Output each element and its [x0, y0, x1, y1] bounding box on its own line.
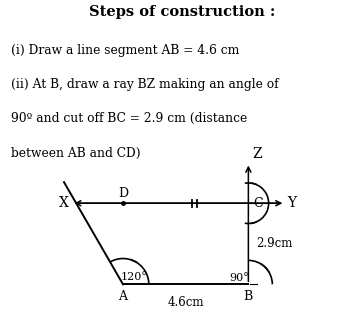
- Text: A: A: [119, 290, 127, 303]
- Text: 120°: 120°: [120, 272, 147, 282]
- Text: (i) Draw a line segment AB = 4.6 cm: (i) Draw a line segment AB = 4.6 cm: [11, 44, 239, 57]
- Text: 4.6cm: 4.6cm: [167, 296, 204, 309]
- Text: Z: Z: [252, 147, 262, 161]
- Text: 90º and cut off BC = 2.9 cm (distance: 90º and cut off BC = 2.9 cm (distance: [11, 112, 247, 125]
- Text: Steps of construction :: Steps of construction :: [89, 5, 275, 19]
- Text: D: D: [118, 187, 128, 200]
- Text: B: B: [244, 290, 253, 303]
- Text: (ii) At B, draw a ray BZ making an angle of: (ii) At B, draw a ray BZ making an angle…: [11, 78, 278, 91]
- Text: between AB and CD): between AB and CD): [11, 147, 141, 160]
- Text: 90°: 90°: [229, 273, 249, 283]
- Text: X: X: [59, 196, 69, 210]
- Text: Y: Y: [287, 196, 296, 210]
- Text: C: C: [253, 197, 262, 210]
- Text: 2.9cm: 2.9cm: [257, 237, 293, 250]
